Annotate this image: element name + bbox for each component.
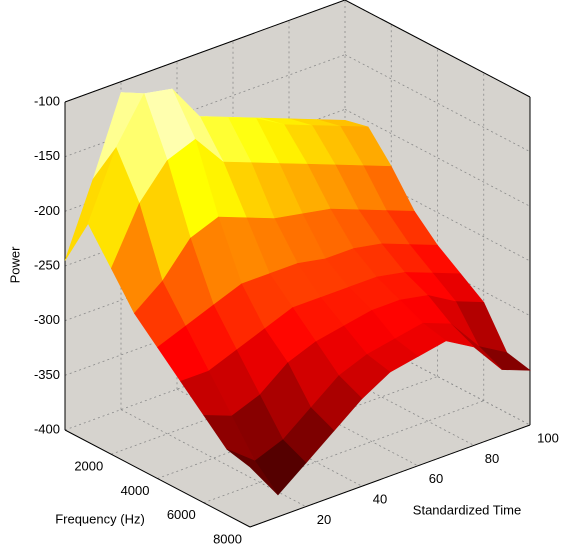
- x-tick-label: 8000: [213, 531, 242, 546]
- surface: [64, 88, 531, 496]
- z-tick-label: -400: [34, 421, 60, 436]
- z-tick-label: -250: [34, 257, 60, 272]
- z-tick-label: -300: [34, 312, 60, 327]
- y-axis-label: Standardized Time: [413, 502, 521, 517]
- y-tick-label: 100: [537, 430, 559, 445]
- x-tick-label: 6000: [167, 507, 196, 522]
- axis-edge: [64, 429, 251, 528]
- grid: [64, 0, 531, 528]
- axis-edge: [344, 0, 531, 98]
- z-tick-label: -200: [34, 203, 60, 218]
- z-tick-label: -100: [34, 93, 60, 108]
- axis-edge: [249, 424, 531, 528]
- axis-edge: [64, 0, 346, 103]
- labels: Power Frequency (Hz) Standardized Time -…: [7, 93, 558, 546]
- y-tick-label: 20: [317, 512, 331, 527]
- y-tick-label: 60: [429, 471, 443, 486]
- y-tick-label: 80: [485, 451, 499, 466]
- z-tick-label: -350: [34, 367, 60, 382]
- x-tick-label: 4000: [121, 483, 150, 498]
- surface-patch: [226, 449, 279, 496]
- z-axis-label: Power: [7, 246, 22, 284]
- x-axis-label: Frequency (Hz): [55, 511, 145, 526]
- x-tick-label: 2000: [74, 459, 103, 474]
- z-tick-label: -150: [34, 148, 60, 163]
- y-tick-label: 40: [373, 492, 387, 507]
